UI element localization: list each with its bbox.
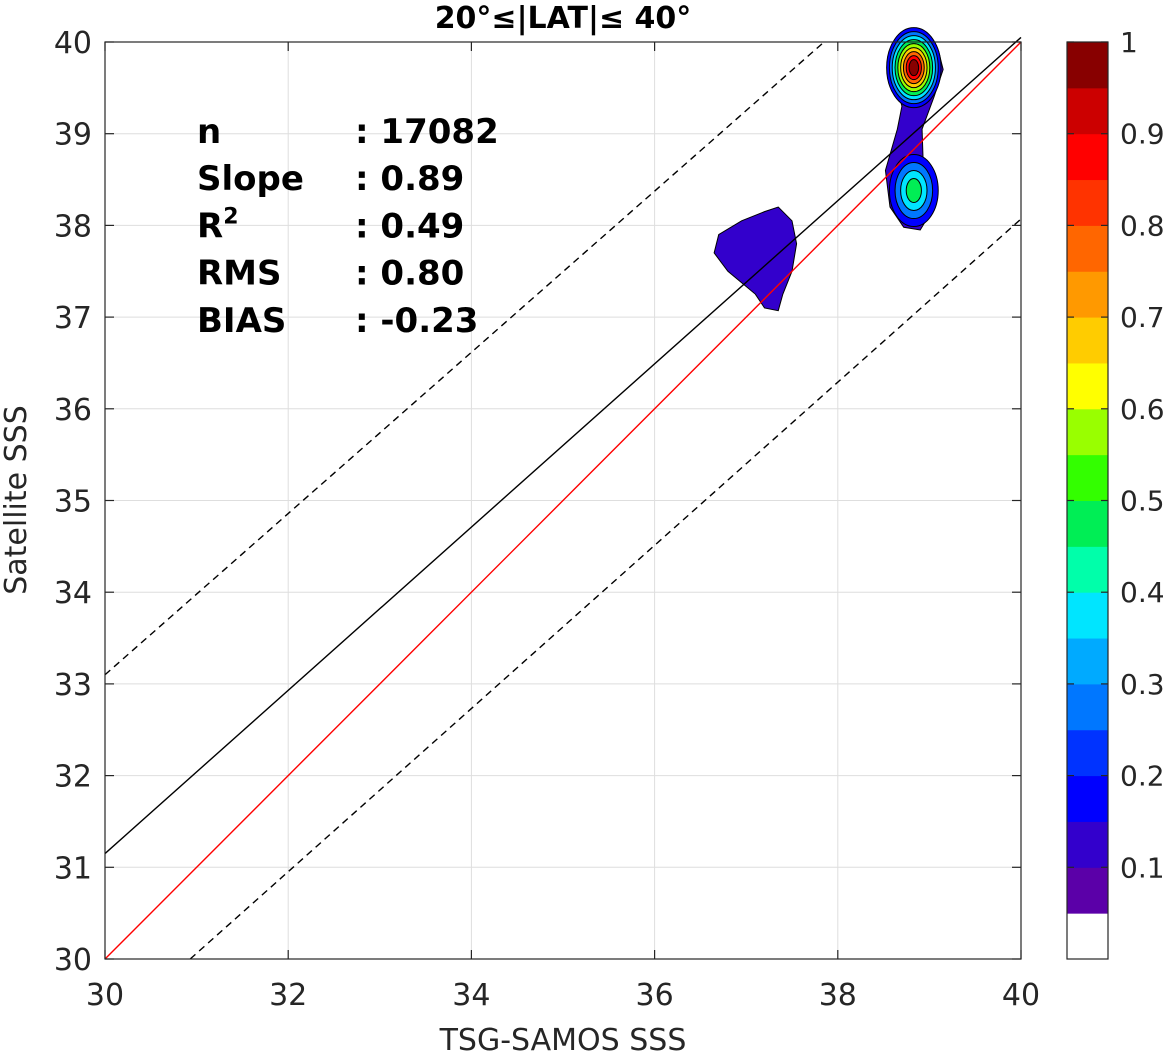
- lower-bound-line: [189, 218, 1022, 960]
- colorbar-segment: [1067, 546, 1108, 593]
- y-tick-label: 30: [54, 943, 92, 978]
- x-tick-label: 34: [452, 978, 490, 1013]
- density-regions: [713, 27, 944, 312]
- stat-value: : 0.80: [355, 254, 464, 294]
- x-axis-label: TSG-SAMOS SSS: [439, 1023, 687, 1055]
- stat-label: n: [197, 112, 221, 152]
- y-tick-label: 39: [54, 118, 92, 153]
- stat-value: : 0.89: [355, 159, 464, 199]
- colorbar-segment: [1067, 454, 1108, 501]
- stat-value: : 0.49: [355, 206, 464, 246]
- x-tick-label: 32: [269, 978, 307, 1013]
- chart-title: 20°≤|LAT|≤ 40°: [435, 1, 692, 36]
- colorbar-tick-label: 0.6: [1120, 393, 1165, 426]
- density-peak-2-level-5: [905, 178, 922, 204]
- colorbar-segment: [1067, 42, 1108, 89]
- upper-bound-line: [104, 41, 825, 676]
- colorbar-segment: [1067, 179, 1108, 226]
- regression-line: [104, 36, 1022, 855]
- one-to-one-line: [104, 41, 1022, 960]
- x-tick-label: 36: [636, 978, 674, 1013]
- colorbar-tick-label: 0.8: [1120, 209, 1165, 242]
- colorbar-tick-label: 0.9: [1120, 118, 1165, 151]
- stat-label-superscript: 2: [223, 204, 238, 229]
- colorbar-segment: [1067, 683, 1108, 731]
- reference-lines: [104, 36, 1022, 960]
- y-tick-label: 35: [54, 485, 92, 520]
- x-tick-label: 40: [1002, 978, 1040, 1013]
- stat-label: BIAS: [197, 301, 286, 341]
- colorbar-segment: [1067, 500, 1108, 547]
- x-tick-label: 30: [86, 978, 124, 1013]
- y-tick-label: 40: [54, 26, 92, 61]
- colorbar-tick-label: 0.3: [1120, 668, 1165, 701]
- y-tick-label: 31: [54, 851, 92, 886]
- colorbar-tick-label: 0.4: [1120, 576, 1165, 609]
- density-peak-1-level-10: [908, 59, 920, 77]
- y-tick-label: 32: [54, 760, 92, 795]
- density-region-1: [713, 206, 798, 312]
- colorbar-segment: [1067, 729, 1108, 777]
- colorbar-segment: [1067, 913, 1108, 960]
- x-tick-label: 38: [819, 978, 857, 1013]
- colorbar-segment: [1067, 867, 1108, 914]
- colorbar: 0.1 0.2 0.3 0.4 0.5 0.6 0.7 0.8 0.9 1: [1066, 26, 1165, 960]
- colorbar-segment: [1067, 362, 1108, 410]
- y-axis-label: Satellite SSS: [0, 405, 34, 595]
- colorbar-segment: [1067, 638, 1108, 685]
- colorbar-tick-label: 1: [1120, 26, 1138, 59]
- colorbar-segment: [1067, 775, 1108, 822]
- stat-label: RMS: [197, 254, 282, 294]
- colorbar-segment: [1067, 821, 1108, 868]
- colorbar-segment: [1067, 225, 1108, 272]
- colorbar-tick-label: 0.1: [1120, 851, 1165, 884]
- y-tick-label: 33: [54, 668, 92, 703]
- stat-label: R2: [197, 204, 239, 246]
- axis-ticks: 30 32 34 36 38 40 30 31 32 33 34 35 36 37 38 39 40: [54, 26, 1040, 1013]
- y-tick-label: 34: [54, 576, 92, 611]
- colorbar-tick-label: 0.5: [1120, 485, 1165, 518]
- stat-value: : 17082: [355, 112, 499, 152]
- colorbar-segment: [1067, 87, 1108, 135]
- stat-value: : -0.23: [355, 301, 478, 341]
- y-tick-label: 38: [54, 209, 92, 244]
- colorbar-segment: [1067, 408, 1108, 456]
- colorbar-tick-label: 0.7: [1120, 301, 1165, 334]
- y-tick-label: 37: [54, 301, 92, 336]
- colorbar-tick-label: 0.2: [1120, 760, 1165, 793]
- stat-label: Slope: [197, 159, 304, 199]
- colorbar-segment: [1067, 317, 1108, 364]
- colorbar-segment: [1067, 592, 1108, 639]
- y-tick-label: 36: [54, 393, 92, 428]
- colorbar-segment: [1067, 133, 1108, 181]
- stats-annotation: n : 17082 Slope : 0.89 R2 : 0.49 RMS : 0.80 BIAS…: [197, 112, 499, 341]
- colorbar-segment: [1067, 271, 1108, 318]
